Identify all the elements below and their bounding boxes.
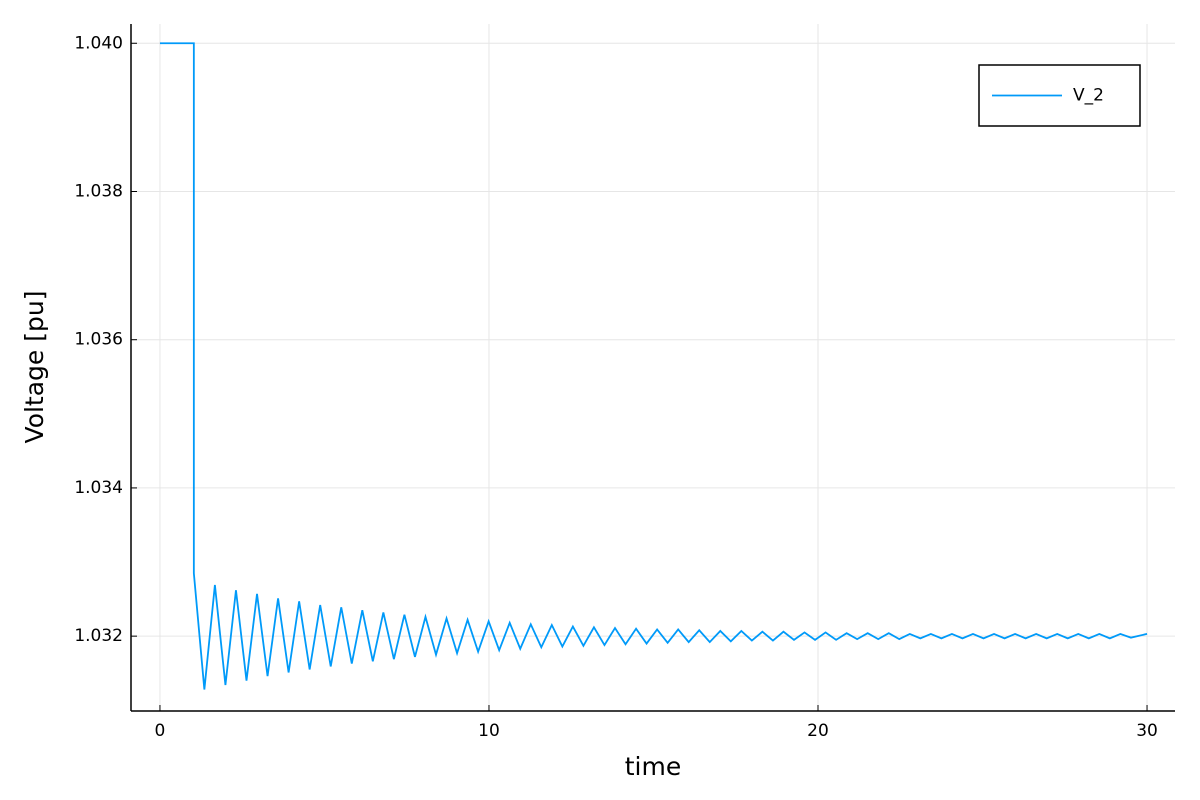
x-tick-label: 30 [1136,721,1158,741]
y-tick-label: 1.034 [74,478,123,498]
x-axis-title: time [625,752,681,781]
y-tick-label: 1.032 [74,626,123,646]
legend-label: V_2 [1073,86,1104,106]
x-tick-label: 20 [807,721,829,741]
y-tick-label: 1.036 [74,330,123,350]
x-tick-label: 10 [478,721,500,741]
y-tick-label: 1.038 [74,181,123,201]
y-axis-title: Voltage [pu] [20,291,49,444]
x-tick-label: 0 [155,721,166,741]
data-line [159,42,1148,690]
y-tick-label: 1.040 [74,33,123,53]
